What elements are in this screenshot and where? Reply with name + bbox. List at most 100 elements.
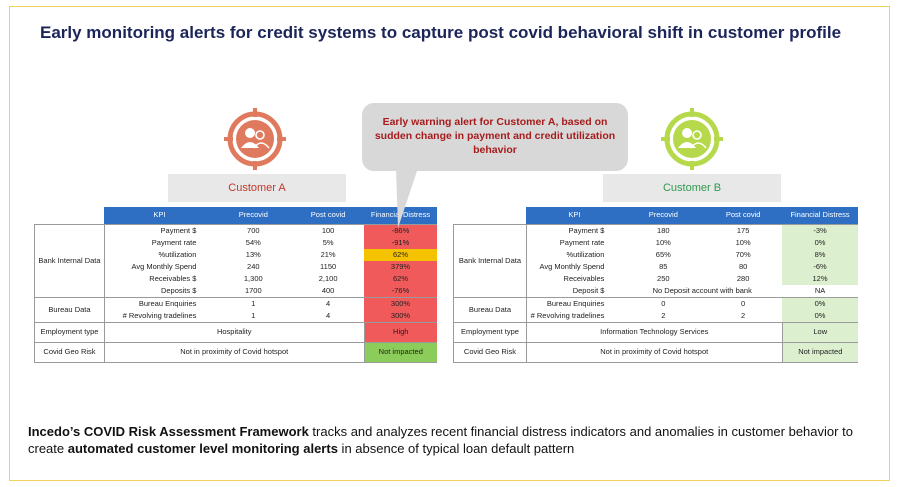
kpi-cell: %utilization xyxy=(158,249,197,259)
table-row: %utilization 65% 70% 8% xyxy=(454,248,858,261)
postcovid-cell: 5% xyxy=(322,237,334,247)
precovid-cell: 2 xyxy=(661,310,666,320)
precovid-cell: 85 xyxy=(659,261,668,271)
kpi-cell: Receivables $ xyxy=(149,273,197,283)
kpi-cell: Deposit $ xyxy=(572,285,605,295)
distress-cell: -91% xyxy=(364,236,437,249)
table-row: Employment type Hospitality High xyxy=(34,321,437,343)
table-row: Receivables $ 1,300 2,100 62% xyxy=(35,272,437,285)
table-row: Avg Monthly Spend 85 80 -6% xyxy=(454,260,858,273)
postcovid-cell: 175 xyxy=(704,223,783,237)
geo-value: Not in proximity of Covid hotspot xyxy=(104,341,365,363)
table-row: Employment type Information Technology S… xyxy=(453,321,858,343)
kpi-cell: Avg Monthly Spend xyxy=(539,261,605,271)
precovid-cell: 1,300 xyxy=(243,273,263,283)
postcovid-cell: 10% xyxy=(735,237,751,247)
kpi-cell: Receivables xyxy=(563,273,605,283)
table-row: Covid Geo Risk Not in proximity of Covid… xyxy=(34,341,437,363)
postcovid-cell: 2,100 xyxy=(318,273,338,283)
precovid-cell: 0 xyxy=(622,296,705,310)
distress-cell: 8% xyxy=(782,248,858,261)
postcovid-cell: 80 xyxy=(738,261,748,271)
distress-cell: 0% xyxy=(782,309,858,322)
geo-value: Not in proximity of Covid hotspot xyxy=(526,341,783,363)
callout-tail-icon xyxy=(396,168,418,228)
header-financial-distress: Financial Distress xyxy=(782,207,858,224)
table-row: # Revolving tradelines 1 4 300% xyxy=(35,309,437,322)
customer-b-table: KPI Precovid Post covid Financial Distre… xyxy=(453,207,858,363)
customer-b-label: Customer B xyxy=(603,174,781,202)
alert-callout: Early warning alert for Customer A, base… xyxy=(362,103,628,171)
kpi-cell: Payment $ xyxy=(104,223,215,237)
table-row: Payment rate 10% 10% 0% xyxy=(454,236,858,249)
precovid-cell: 240 xyxy=(247,261,260,271)
group-bank-internal: Bank Internal Data xyxy=(453,223,527,298)
employment-distress: High xyxy=(364,321,437,342)
footer-text-part1: tracks and analyzes recent financial dis… xyxy=(28,424,853,456)
distress-cell: -86% xyxy=(364,223,437,237)
distress-cell: 379% xyxy=(364,260,437,273)
group-employment: Employment type xyxy=(34,321,105,343)
distress-cell: -3% xyxy=(782,223,858,237)
kpi-cell: Payment $ xyxy=(526,223,623,237)
postcovid-cell: 70% xyxy=(735,249,751,259)
distress-cell: 0% xyxy=(782,236,858,249)
customer-b-icon xyxy=(661,108,723,170)
page-title: Early monitoring alerts for credit syste… xyxy=(40,23,842,42)
distress-cell: 300% xyxy=(364,309,437,322)
group-bank-internal: Bank Internal Data xyxy=(34,223,105,298)
precovid-cell: 1700 xyxy=(244,285,262,295)
postcovid-cell: 400 xyxy=(321,285,335,295)
slide-frame xyxy=(9,6,890,481)
table-row: Deposit $ No Deposit account with bank N… xyxy=(454,284,858,297)
distress-cell: 62% xyxy=(364,272,437,285)
kpi-cell: Deposits $ xyxy=(160,285,197,295)
postcovid-cell: 280 xyxy=(736,273,750,283)
distress-cell: 300% xyxy=(364,296,437,310)
group-geo-risk: Covid Geo Risk xyxy=(34,341,105,363)
employment-value: Information Technology Services xyxy=(526,321,783,342)
employment-distress: Low xyxy=(782,321,858,342)
distress-cell: 62% xyxy=(364,248,437,261)
customer-a-icon xyxy=(224,108,286,170)
employment-value: Hospitality xyxy=(104,321,365,342)
postcovid-cell: 21% xyxy=(320,249,336,259)
header-precovid: Precovid xyxy=(622,207,705,224)
table-row: Bank Internal Data Payment $ 180 175 -3% xyxy=(453,223,858,298)
kpi-cell: Bureau Enquiries xyxy=(104,296,215,310)
header-kpi: KPI xyxy=(104,207,215,224)
postcovid-cell: 0 xyxy=(704,296,783,310)
merged-value-cell: No Deposit account with bank xyxy=(652,285,752,295)
distress-cell: 12% xyxy=(782,272,858,285)
table-row: Bank Internal Data Payment $ 700 100 -86… xyxy=(34,223,437,298)
precovid-cell: 65% xyxy=(655,249,671,259)
header-postcovid: Post covid xyxy=(704,207,783,224)
table-row: Covid Geo Risk Not in proximity of Covid… xyxy=(453,341,858,363)
group-bureau: Bureau Data xyxy=(453,296,527,323)
kpi-cell: # Revolving tradelines xyxy=(530,310,605,320)
table-row: Bureau Data Bureau Enquiries 1 4 300% xyxy=(34,296,437,323)
group-employment: Employment type xyxy=(453,321,527,343)
precovid-cell: 10% xyxy=(655,237,671,247)
precovid-cell: 13% xyxy=(245,249,261,259)
postcovid-cell: 1150 xyxy=(320,261,337,271)
header-postcovid: Post covid xyxy=(292,207,365,224)
kpi-cell: Payment rate xyxy=(151,237,197,247)
customer-a-label: Customer A xyxy=(168,174,346,202)
kpi-cell: Bureau Enquiries xyxy=(526,296,623,310)
table-row: Payment rate 54% 5% -91% xyxy=(35,236,437,249)
kpi-cell: %utilization xyxy=(566,249,605,259)
precovid-cell: 1 xyxy=(251,310,256,320)
footer-brand: Incedo’s COVID Risk Assessment Framework xyxy=(28,424,309,439)
precovid-cell: 700 xyxy=(214,223,293,237)
precovid-cell: 250 xyxy=(657,273,670,283)
table-row: Receivables 250 280 12% xyxy=(454,272,858,285)
kpi-cell: Avg Monthly Spend xyxy=(131,261,197,271)
distress-cell: 0% xyxy=(782,296,858,310)
distress-cell: -76% xyxy=(364,284,437,297)
kpi-cell: Payment rate xyxy=(559,237,605,247)
group-geo-risk: Covid Geo Risk xyxy=(453,341,527,363)
table-row: # Revolving tradelines 2 2 0% xyxy=(454,309,858,322)
geo-distress: Not impacted xyxy=(364,341,437,363)
kpi-cell: # Revolving tradelines xyxy=(122,310,197,320)
